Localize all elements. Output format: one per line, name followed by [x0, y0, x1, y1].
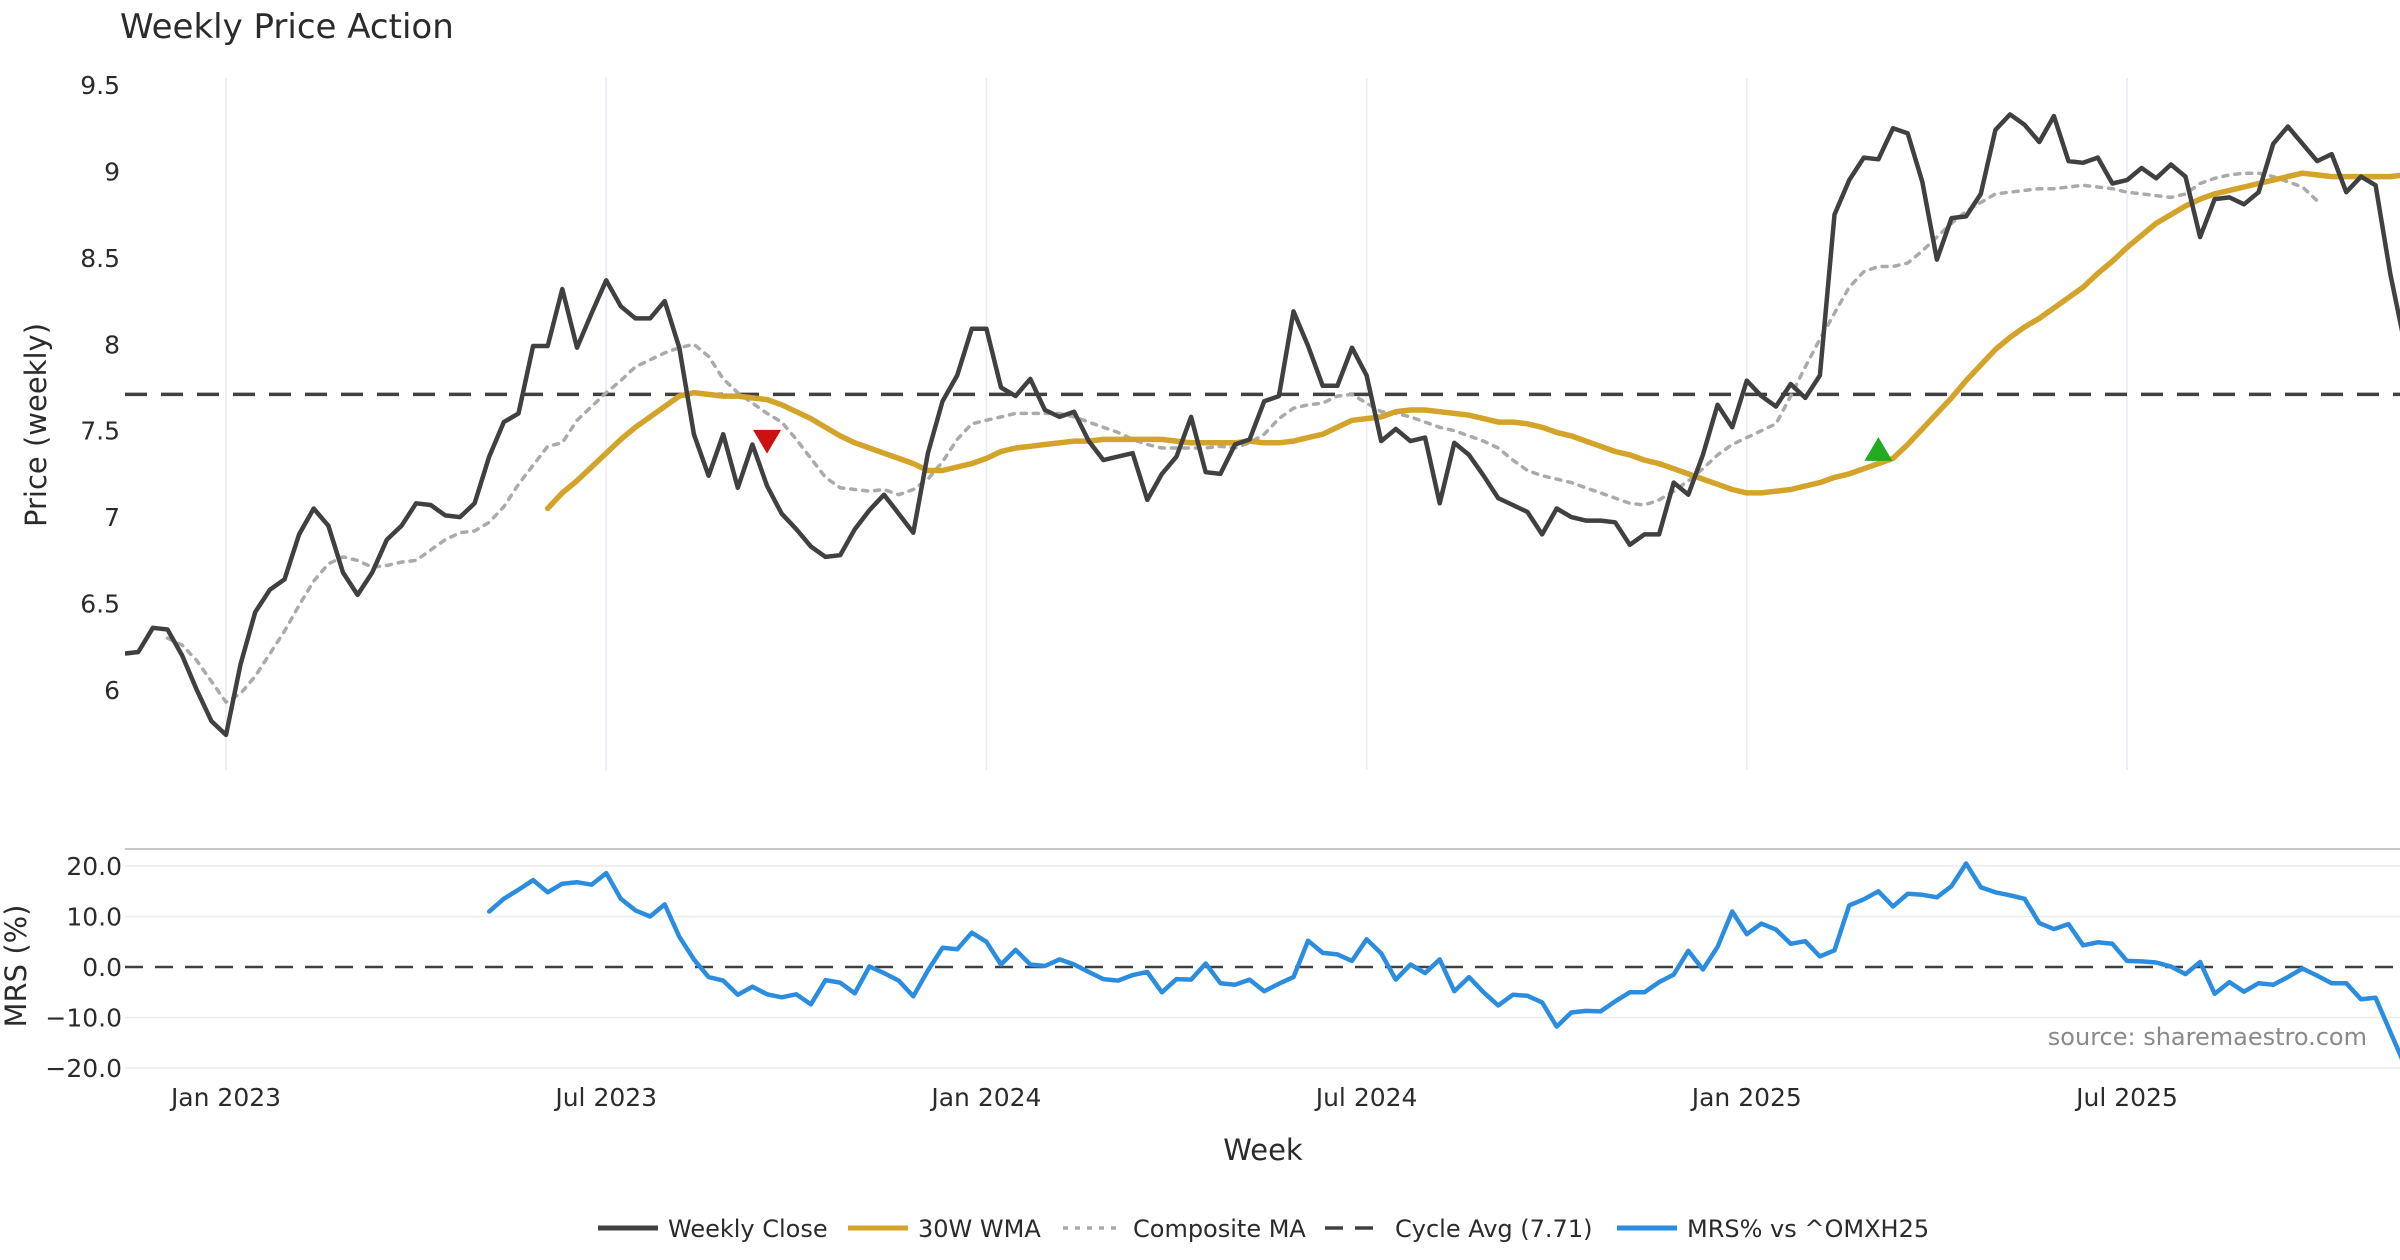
- mrs-y-tick-label: 20.0: [66, 852, 122, 881]
- x-axis-label: Week: [1223, 1133, 1303, 1167]
- mrs-y-tick-label: 10.0: [66, 903, 122, 932]
- price-y-tick-label: 6: [104, 676, 120, 705]
- legend-label: Composite MA: [1133, 1215, 1306, 1243]
- price-y-tick-label: 7.5: [80, 417, 120, 446]
- x-tick-label: Jul 2023: [553, 1083, 657, 1112]
- price-panel-grid: [225, 78, 2128, 770]
- mrs-y-tick-label: −10.0: [45, 1004, 122, 1033]
- composite-ma-line: [165, 171, 2319, 704]
- legend-label: Weekly Close: [668, 1215, 828, 1243]
- weekly-close-line: [125, 112, 2400, 738]
- x-tick-label: Jan 2023: [169, 1083, 281, 1112]
- source-note: source: sharemaestro.com: [2048, 1023, 2367, 1051]
- price-y-tick-label: 9: [104, 157, 120, 186]
- sell-signal-marker: [753, 429, 782, 454]
- x-tick-label: Jul 2025: [2074, 1083, 2178, 1112]
- legend: Weekly Close 30W WMA Composite MA Cycle Avg…: [598, 1215, 1929, 1243]
- price-y-tick-label: 8: [104, 330, 120, 359]
- mrs-y-axis: 20.0 10.0 0.0 −10.0 −20.0: [45, 852, 122, 1083]
- x-tick-label: Jul 2024: [1314, 1083, 1418, 1112]
- wma-30w-line: [544, 170, 2400, 512]
- x-axis: Jan 2023 Jul 2023 Jan 2024 Jul 2024 Jan 2025…: [169, 1083, 2178, 1112]
- legend-label: 30W WMA: [918, 1215, 1041, 1243]
- price-y-axis: 6 6.5 7 7.5 8 8.5 9 9.5: [80, 71, 120, 705]
- mrs-y-tick-label: 0.0: [82, 953, 122, 982]
- price-y-tick-label: 9.5: [80, 71, 120, 100]
- buy-signal-marker: [1864, 437, 1893, 461]
- price-y-axis-label: Price (weekly): [19, 323, 53, 527]
- price-y-tick-label: 8.5: [80, 244, 120, 273]
- legend-label: Cycle Avg (7.71): [1395, 1215, 1592, 1243]
- mrs-line: [486, 861, 2400, 1061]
- x-tick-label: Jan 2025: [1690, 1083, 1802, 1112]
- legend-label: MRS% vs ^OMXH25: [1687, 1215, 1929, 1243]
- mrs-series: [125, 861, 2400, 1061]
- chart-title: Weekly Price Action: [120, 7, 454, 47]
- mrs-y-axis-label: MRS (%): [0, 905, 33, 1028]
- mrs-y-tick-label: −20.0: [45, 1054, 122, 1083]
- mrs-panel-grid: [125, 848, 2400, 1069]
- price-y-tick-label: 7: [104, 503, 120, 532]
- signal-markers: [753, 429, 1893, 461]
- price-series: [125, 112, 2400, 738]
- x-tick-label: Jan 2024: [929, 1083, 1041, 1112]
- price-y-tick-label: 6.5: [80, 590, 120, 619]
